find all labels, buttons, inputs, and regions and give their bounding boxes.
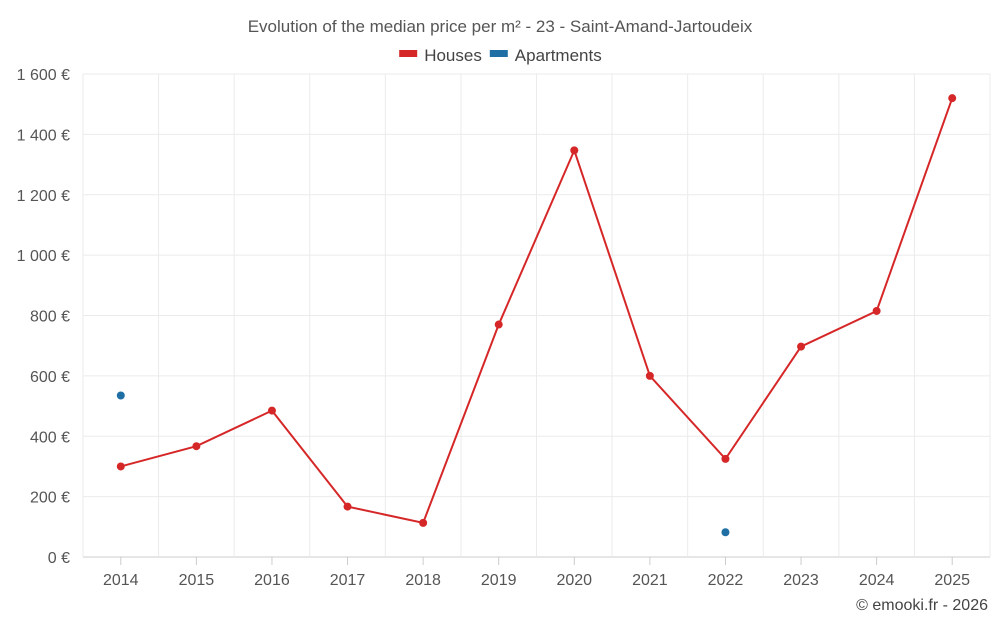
x-tick-label: 2017 bbox=[330, 572, 366, 589]
x-tick-label: 2023 bbox=[783, 572, 819, 589]
houses-point bbox=[192, 442, 201, 451]
houses-point bbox=[645, 371, 654, 380]
y-tick-label: 800 € bbox=[30, 309, 70, 326]
chart-title: Evolution of the median price per m² - 2… bbox=[248, 17, 753, 36]
legend-label-houses: Houses bbox=[424, 46, 482, 65]
houses-point bbox=[267, 406, 276, 415]
x-tick-label: 2018 bbox=[405, 572, 441, 589]
houses-line bbox=[120, 97, 954, 525]
x-axis: 2014 2015 2016 2017 2018 2019 2020 2021 2022 2023… bbox=[103, 557, 970, 589]
houses-point bbox=[570, 146, 579, 155]
y-tick-label: 0 € bbox=[48, 550, 70, 567]
x-tick-label: 2015 bbox=[179, 572, 215, 589]
houses-point bbox=[797, 342, 806, 351]
houses-point bbox=[872, 306, 881, 315]
x-tick-label: 2016 bbox=[254, 572, 290, 589]
legend-swatch-houses bbox=[399, 50, 418, 57]
x-tick-label: 2022 bbox=[708, 572, 744, 589]
legend-label-apartments: Apartments bbox=[515, 46, 602, 65]
houses-point bbox=[419, 518, 428, 527]
x-tick-label: 2021 bbox=[632, 572, 668, 589]
houses-point bbox=[494, 320, 503, 329]
credit-text: © emooki.fr - 2026 bbox=[856, 597, 988, 614]
houses-point bbox=[948, 94, 957, 103]
legend-swatch-apartments bbox=[489, 50, 508, 57]
x-tick-label: 2025 bbox=[934, 572, 970, 589]
x-tick-label: 2020 bbox=[556, 572, 592, 589]
x-tick-label: 2019 bbox=[481, 572, 517, 589]
houses-point bbox=[721, 454, 730, 463]
x-tick-label: 2014 bbox=[103, 572, 139, 589]
y-axis: 0 € 200 € 400 € 600 € 800 € 1 000 € 1 200 € 1 4… bbox=[17, 67, 70, 567]
houses-point bbox=[116, 462, 125, 471]
y-tick-label: 600 € bbox=[30, 369, 70, 386]
y-tick-label: 1 600 € bbox=[17, 67, 70, 84]
y-tick-label: 1 000 € bbox=[17, 248, 70, 265]
y-tick-label: 200 € bbox=[30, 490, 70, 507]
y-tick-label: 1 200 € bbox=[17, 188, 70, 205]
apartments-point bbox=[116, 391, 125, 400]
grid-lines bbox=[82, 73, 991, 558]
apartments-point bbox=[721, 528, 730, 537]
series-layer bbox=[116, 94, 957, 537]
y-tick-label: 1 400 € bbox=[17, 127, 70, 144]
x-tick-label: 2024 bbox=[859, 572, 895, 589]
y-tick-label: 400 € bbox=[30, 429, 70, 446]
houses-point bbox=[343, 502, 352, 511]
chart-legend: Houses Apartments bbox=[399, 46, 602, 65]
